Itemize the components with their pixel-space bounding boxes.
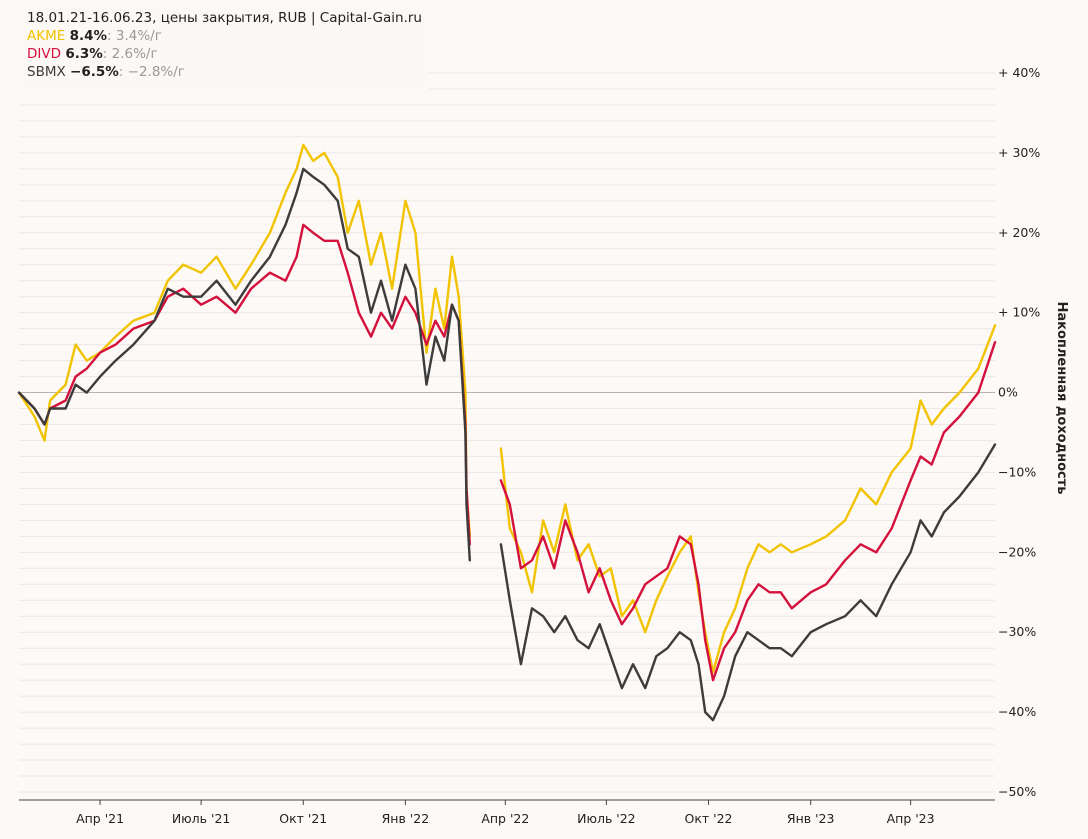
series-line-sbmx bbox=[17, 167, 997, 722]
y-tick-label: −20% bbox=[998, 544, 1036, 559]
legend-title: 18.01.21-16.06.23, цены закрытия, RUB | … bbox=[27, 9, 422, 27]
legend-annual: : −2.8%/г bbox=[118, 64, 185, 80]
y-tick-label: −10% bbox=[998, 464, 1036, 479]
y-tick-label: + 20% bbox=[998, 225, 1040, 240]
y-tick-label: −30% bbox=[998, 624, 1036, 639]
x-tick-label: Янв '23 bbox=[787, 811, 835, 826]
legend-annual: : 2.6%/г bbox=[102, 46, 158, 62]
y-tick-label: + 30% bbox=[998, 145, 1040, 160]
x-tick-label: Июль '21 bbox=[172, 811, 231, 826]
legend-total: 6.3% bbox=[65, 46, 103, 62]
y-tick-label: −50% bbox=[998, 784, 1036, 799]
legend-annual: : 3.4%/г bbox=[107, 28, 162, 44]
legend: 18.01.21-16.06.23, цены закрытия, RUB | … bbox=[19, 7, 429, 95]
y-axis-title: Накопленная доходность bbox=[1054, 302, 1069, 495]
x-tick-label: Окт '21 bbox=[279, 811, 327, 826]
y-tick-label: + 40% bbox=[998, 65, 1040, 80]
series-lines bbox=[17, 143, 997, 722]
x-tick-label: Окт '22 bbox=[685, 811, 733, 826]
legend-name: SBMX bbox=[27, 64, 66, 80]
legend-name: DIVD bbox=[27, 46, 62, 62]
legend-total: −6.5% bbox=[70, 64, 119, 80]
x-tick-label: Янв '22 bbox=[382, 811, 430, 826]
x-tick-label: Апр '23 bbox=[887, 811, 935, 826]
series-line-divd bbox=[17, 223, 997, 682]
legend-item-akme: AKME 8.4%: 3.4%/г bbox=[27, 27, 421, 45]
x-tick-label: Июль '22 bbox=[577, 811, 636, 826]
y-axis-ticks: + 40% + 30% + 20% + 10% 0% −10% −20% −30% −40% −5… bbox=[998, 65, 1040, 799]
legend-item-divd: DIVD 6.3%: 2.6%/г bbox=[27, 45, 421, 63]
x-axis-ticks: Апр '21 Июль '21 Окт '21 Янв '22 Апр '22 Июль… bbox=[19, 799, 995, 826]
legend-name: AKME bbox=[27, 28, 66, 44]
chart-subtitle: 18.01.21-16.06.23, цены закрытия, RUB | … bbox=[27, 10, 422, 26]
grid bbox=[19, 72, 995, 793]
y-tick-label: + 10% bbox=[998, 305, 1040, 320]
legend-total: 8.4% bbox=[69, 28, 108, 44]
x-tick-label: Апр '22 bbox=[481, 811, 529, 826]
y-tick-label: −40% bbox=[998, 704, 1036, 719]
legend-item-sbmx: SBMX −6.5%: −2.8%/г bbox=[27, 63, 421, 81]
y-tick-label: 0% bbox=[998, 385, 1018, 400]
x-tick-label: Апр '21 bbox=[76, 811, 124, 826]
